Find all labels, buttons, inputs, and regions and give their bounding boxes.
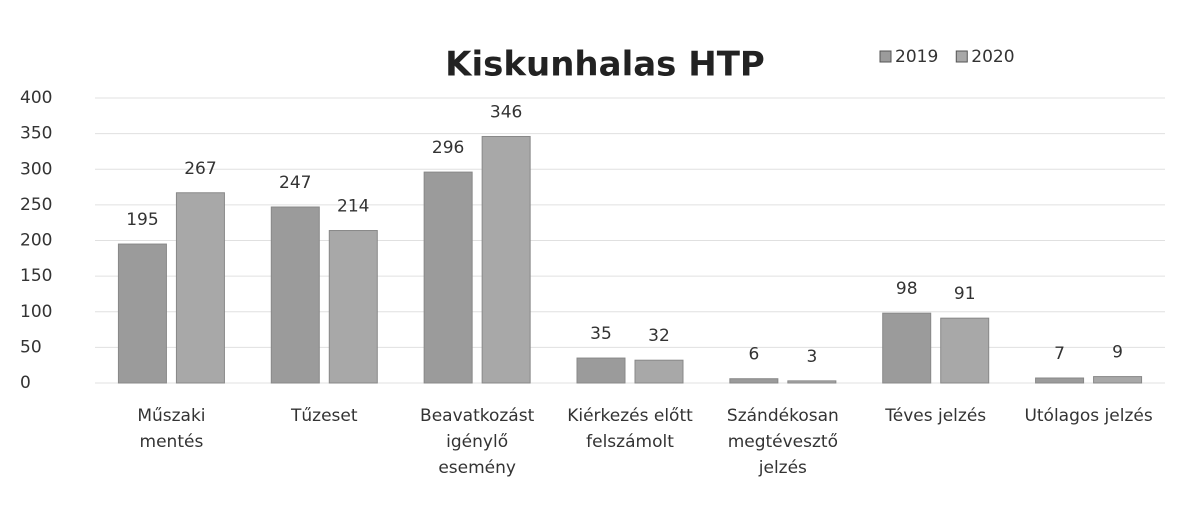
- data-label: 346: [490, 102, 522, 122]
- y-tick-label: 250: [20, 195, 52, 215]
- data-label: 32: [648, 326, 670, 346]
- data-label: 3: [806, 347, 817, 367]
- legend-label: 2019: [895, 47, 938, 67]
- bar: [117, 243, 167, 384]
- x-tick-label: Szándékosan megtévesztő jelzés: [727, 406, 839, 478]
- x-tick-label: Téves jelzés: [884, 406, 986, 426]
- y-tick-label: 350: [20, 124, 52, 144]
- data-label: 195: [126, 210, 158, 230]
- bar: [1093, 376, 1143, 384]
- bar: [270, 206, 320, 384]
- data-label: 6: [748, 345, 759, 365]
- y-tick-label: 200: [20, 231, 52, 251]
- bar: [328, 230, 378, 384]
- bar: [940, 317, 990, 384]
- chart-title: Kiskunhalas HTP: [445, 45, 765, 85]
- data-label: 247: [279, 173, 311, 193]
- bar: [576, 357, 626, 384]
- data-label: 9: [1112, 343, 1123, 363]
- data-label: 214: [337, 197, 369, 217]
- x-tick-label: Kiérkezés előtt felszámolt: [567, 406, 693, 452]
- legend-swatch: [955, 50, 968, 63]
- data-label: 7: [1054, 344, 1065, 364]
- y-tick-label: 0: [20, 373, 31, 393]
- y-tick-label: 50: [20, 337, 42, 357]
- legend-swatch: [879, 50, 892, 63]
- bar: [882, 312, 932, 384]
- x-tick-label: Tűzeset: [290, 406, 358, 426]
- bar: [481, 135, 531, 384]
- legend-label: 2020: [971, 47, 1014, 67]
- x-tick-label: Műszaki mentés: [137, 406, 205, 452]
- bar: [729, 378, 779, 384]
- x-tick-label: Utólagos jelzés: [1024, 406, 1152, 426]
- data-label: 267: [184, 159, 216, 179]
- data-label: 35: [590, 324, 612, 344]
- x-tick-label: Beavatkozást igénylő esemény: [420, 406, 535, 478]
- data-label: 91: [954, 284, 976, 304]
- y-tick-label: 100: [20, 302, 52, 322]
- bar: [423, 171, 473, 384]
- y-tick-label: 150: [20, 266, 52, 286]
- data-label: 296: [432, 138, 464, 158]
- y-tick-label: 400: [20, 88, 52, 108]
- bar: [175, 192, 225, 384]
- data-label: 98: [896, 279, 918, 299]
- bar: [787, 380, 837, 384]
- y-tick-label: 300: [20, 159, 52, 179]
- bar: [634, 359, 684, 384]
- bar: [1035, 377, 1085, 384]
